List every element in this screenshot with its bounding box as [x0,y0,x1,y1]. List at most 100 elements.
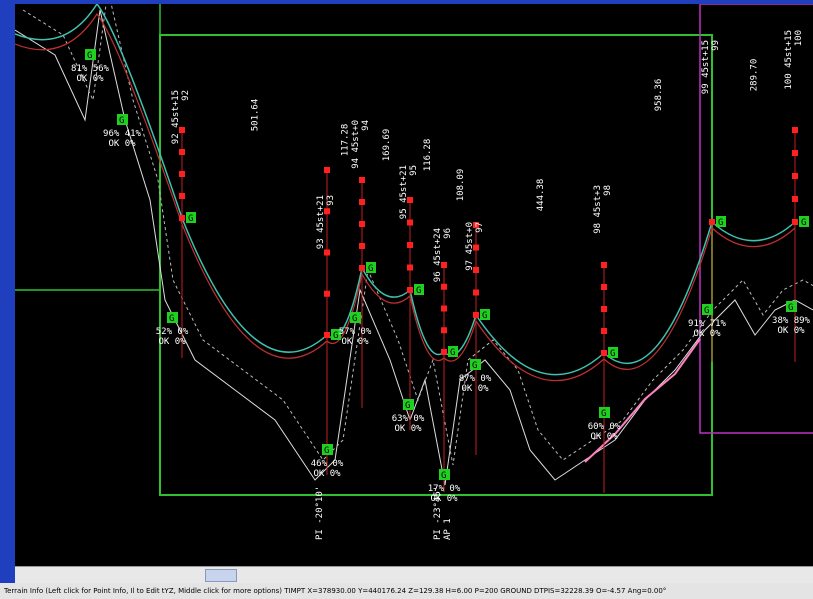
clearance-marker-label: G [788,303,793,313]
tower-number: 100 [794,30,804,46]
clearance-bottom: OK 0% [313,469,341,479]
attach-label: G [368,264,373,274]
tower-number: 95 [409,165,419,176]
tower-point [359,177,365,183]
tower-point [441,349,447,355]
tower-point [359,243,365,249]
attach-label: G [718,218,723,228]
clearance-top: 91% 71% [688,319,727,329]
clearance-top: 57% 0% [339,327,372,337]
tower-point [359,265,365,271]
tower-point [792,150,798,156]
tower-point [179,193,185,199]
tower-point [441,306,447,312]
tower-number: 94 [361,120,371,131]
tower-point [792,196,798,202]
span-length: 289.70 [750,59,760,92]
clearance-marker-label: G [119,116,124,126]
clearance-marker-label: G [472,361,477,371]
tower-point [324,250,330,256]
clearance-bottom: OK 0% [108,139,136,149]
tower-number: 97 [475,222,485,233]
tower-point [359,221,365,227]
span-length: 501.64 [251,99,261,132]
clearance-top: 46% 0% [311,459,344,469]
span-length: 169.69 [382,129,392,162]
tower-point [601,262,607,268]
tower-station: 97 45st+0 [465,222,475,271]
clearance-bottom: OK 0% [461,384,489,394]
attach-label: G [482,311,487,321]
tower-station: 99 45st+15 [701,40,711,94]
clearance-bottom: OK 0% [777,326,805,336]
tower-point [601,284,607,290]
tower-station: 95 45st+21 [399,165,409,219]
attach-label: G [801,218,806,228]
tower-point [441,327,447,333]
clearance-marker-label: G [324,446,329,456]
clearance-top: 81% 56% [71,64,110,74]
clearance-marker-label: G [169,314,174,324]
tower-point [792,219,798,225]
clearance-marker-label: G [87,51,92,61]
tower-station: 92 45st+15 [171,90,181,144]
tower-point [473,312,479,318]
pi-angle: PI -20°10' [315,486,325,540]
tower-number: 98 [603,185,613,196]
tower-station: 93 45st+21 [316,195,326,249]
terrain-line [23,4,813,465]
clearance-top: 87% 0% [459,374,492,384]
status-bar: Terrain Info (Left click for Point Info,… [0,583,813,599]
attach-label: G [450,348,455,358]
tower-number: 96 [443,228,453,239]
tower-station: 94 45st+0 [351,120,361,169]
tower-station: 100 45st+15 [784,30,794,90]
clearance-bottom: OK 0% [590,432,618,442]
clearance-top: 63% 0% [392,414,425,424]
terrain-highlight [585,339,700,462]
tower-station: 96 45st+24 [433,228,443,282]
tower-point [324,332,330,338]
attach-label: G [333,331,338,341]
attach-label: G [416,286,421,296]
clearance-top: 60% 0% [588,422,621,432]
clearance-marker-label: G [441,471,446,481]
tower-point [473,290,479,296]
clearance-bottom: OK 0% [341,337,369,347]
tower-number: 92 [181,90,191,101]
scrollbar[interactable] [15,566,813,583]
clearance-bottom: OK 0% [158,337,186,347]
tower-number: 99 [711,40,721,51]
app-window: 92 45st+1592 G 93 45st+2193 G 94 45st+094 G 95… [0,0,813,599]
tower-point [792,173,798,179]
tower-point [601,350,607,356]
clearance-marker-label: G [704,306,709,316]
clearance-top: 52% 0% [156,327,189,337]
tower-point [359,199,365,205]
tower-point [709,219,715,225]
tower-point [407,220,413,226]
tower-point [179,149,185,155]
clearance-bottom: OK 0% [693,329,721,339]
span-length: 108.09 [456,169,466,202]
tower-point [179,171,185,177]
span-length: 958.36 [654,79,664,112]
tower-point [601,306,607,312]
clearance-marker-label: G [405,401,410,411]
clearance-top: 96% 41% [103,129,142,139]
tower-point [324,167,330,173]
tower-station: 98 45st+3 [593,185,603,234]
span-length: 116.28 [423,139,433,172]
tower-point [407,287,413,293]
attach-label: G [188,214,193,224]
tower-point [601,328,607,334]
tower-point [441,284,447,290]
tower-point [179,215,185,221]
clearance-marker-label: G [352,314,357,324]
tower-point [407,242,413,248]
tower-number: 93 [326,195,336,206]
scroll-thumb[interactable] [205,569,237,582]
pi-angle-sub: AP 1 [443,518,453,540]
tower-point [407,265,413,271]
